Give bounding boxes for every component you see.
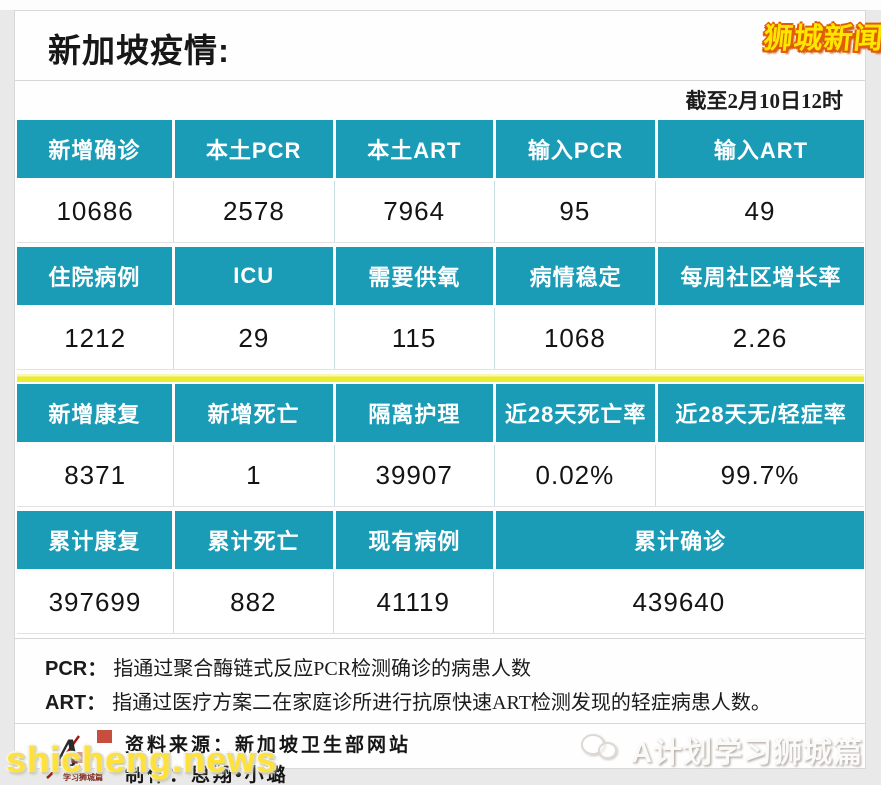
value-cell: 2.26 [656, 308, 865, 369]
content-card: 新加坡疫情: 截至2月10日12时 新增确诊 本土PCR 本土ART 输入PCR… [14, 10, 866, 785]
header-cell: 每周社区增长率 [657, 247, 864, 305]
value-cell: 39907 [334, 445, 495, 506]
maker-value: 思翔•小璐 [191, 765, 289, 785]
stats-table: 新增确诊 本土PCR 本土ART 输入PCR 输入ART 10686 2578 … [17, 120, 865, 634]
value-cell: 7964 [334, 181, 495, 242]
note-art: ART： 指通过医疗方案二在家庭诊所进行抗原快速ART检测发现的轻症病患人数。 [45, 683, 865, 717]
value-cell: 29 [174, 308, 335, 369]
header-cell: 近28天死亡率 [496, 384, 655, 442]
value-cell: 99.7% [656, 445, 865, 506]
value-row-hospital: 1212 29 115 1068 2.26 [17, 308, 865, 370]
value-row-new-cases: 10686 2578 7964 95 49 [17, 181, 865, 243]
credits-block: A 学习狮城篇 资料来源：新加坡卫生部网站 制作：思翔•小璐 [15, 724, 865, 785]
header-row-cumulative: 累计康复 累计死亡 现有病例 累计确诊 [17, 511, 864, 569]
source-label: 资料来源： [125, 735, 236, 756]
value-cell-colspan: 439640 [493, 572, 864, 633]
watermark-wechat-label: A计划学习狮城篇 [631, 737, 863, 769]
wechat-icon [581, 734, 623, 766]
brand-logo-text: 狮城新闻 [761, 23, 881, 55]
value-row-recovery: 8371 1 39907 0.02% 99.7% [17, 445, 865, 507]
value-cell: 1068 [494, 308, 656, 369]
header-cell: 新增确诊 [17, 120, 172, 178]
value-cell: 115 [334, 308, 495, 369]
value-cell: 95 [494, 181, 656, 242]
header-cell: ICU [174, 247, 333, 305]
header-cell: 新增死亡 [174, 384, 333, 442]
header-cell-colspan: 累计确诊 [496, 511, 864, 569]
header-cell: 本土PCR [174, 120, 333, 178]
value-cell: 10686 [17, 181, 175, 242]
note-art-text: 指通过医疗方案二在家庭诊所进行抗原快速ART检测发现的轻症病患人数。 [112, 691, 771, 714]
top-strip [0, 0, 881, 10]
header-cell: 病情稳定 [496, 247, 655, 305]
value-cell: 397699 [17, 572, 174, 633]
yellow-divider [17, 374, 864, 382]
chat-bubble-small [598, 742, 618, 759]
note-art-label: ART： [45, 691, 107, 714]
header-cell: 需要供氧 [335, 247, 494, 305]
value-cell: 1 [174, 445, 335, 506]
page-title: 新加坡疫情: [48, 32, 230, 69]
value-cell: 0.02% [494, 445, 656, 506]
header-row-recovery: 新增康复 新增死亡 隔离护理 近28天死亡率 近28天无/轻症率 [17, 384, 864, 442]
header-cell: 现有病例 [335, 511, 494, 569]
note-pcr-label: PCR： [45, 657, 108, 680]
header-cell: 累计死亡 [174, 511, 333, 569]
note-pcr: PCR： 指通过聚合酶链式反应PCR检测确诊的病患人数 [45, 649, 865, 683]
value-row-cumulative: 397699 882 41119 439640 [17, 572, 864, 634]
source-line: 资料来源：新加坡卫生部网站 [125, 731, 411, 761]
header-cell: 住院病例 [17, 247, 172, 305]
value-cell: 1212 [17, 308, 175, 369]
value-cell: 49 [656, 181, 865, 242]
notes-block: PCR： 指通过聚合酶链式反应PCR检测确诊的病患人数 ART： 指通过医疗方案… [15, 639, 865, 723]
maker-label: 制作： [125, 765, 192, 785]
value-cell: 2578 [174, 181, 335, 242]
as-of-date: 截至2月10日12时 [685, 89, 844, 113]
header-cell: 隔离护理 [335, 384, 494, 442]
source-value: 新加坡卫生部网站 [235, 735, 412, 756]
header-cell: 本土ART [335, 120, 494, 178]
header-cell: 新增康复 [17, 384, 172, 442]
watermark-shicheng-news: shicheng.news [6, 739, 278, 780]
site-logo: A 学习狮城篇 [41, 728, 125, 785]
note-pcr-text: 指通过聚合酶链式反应PCR检测确诊的病患人数 [113, 657, 532, 680]
value-cell: 41119 [333, 572, 494, 633]
header-row-new-cases: 新增确诊 本土PCR 本土ART 输入PCR 输入ART [17, 120, 864, 178]
credit-lines: 资料来源：新加坡卫生部网站 制作：思翔•小璐 [125, 728, 411, 785]
svg-text:学习狮城篇: 学习狮城篇 [63, 772, 103, 782]
value-cell: 882 [173, 572, 334, 633]
divider-above-notes [15, 638, 865, 639]
maker-line: 制作：思翔•小璐 [125, 761, 411, 785]
site-logo-graphic: A 学习狮城篇 [46, 730, 112, 782]
value-cell: 8371 [17, 445, 175, 506]
watermark-wechat-account: A计划学习狮城篇 [581, 729, 863, 771]
header-cell: 近28天无/轻症率 [657, 384, 864, 442]
header-row-hospital: 住院病例 ICU 需要供氧 病情稳定 每周社区增长率 [17, 247, 864, 305]
divider-above-credits [15, 723, 865, 724]
header-cell: 累计康复 [17, 511, 172, 569]
header-cell: 输入ART [657, 120, 864, 178]
divider-under-title [15, 80, 865, 81]
header-cell: 输入PCR [496, 120, 655, 178]
